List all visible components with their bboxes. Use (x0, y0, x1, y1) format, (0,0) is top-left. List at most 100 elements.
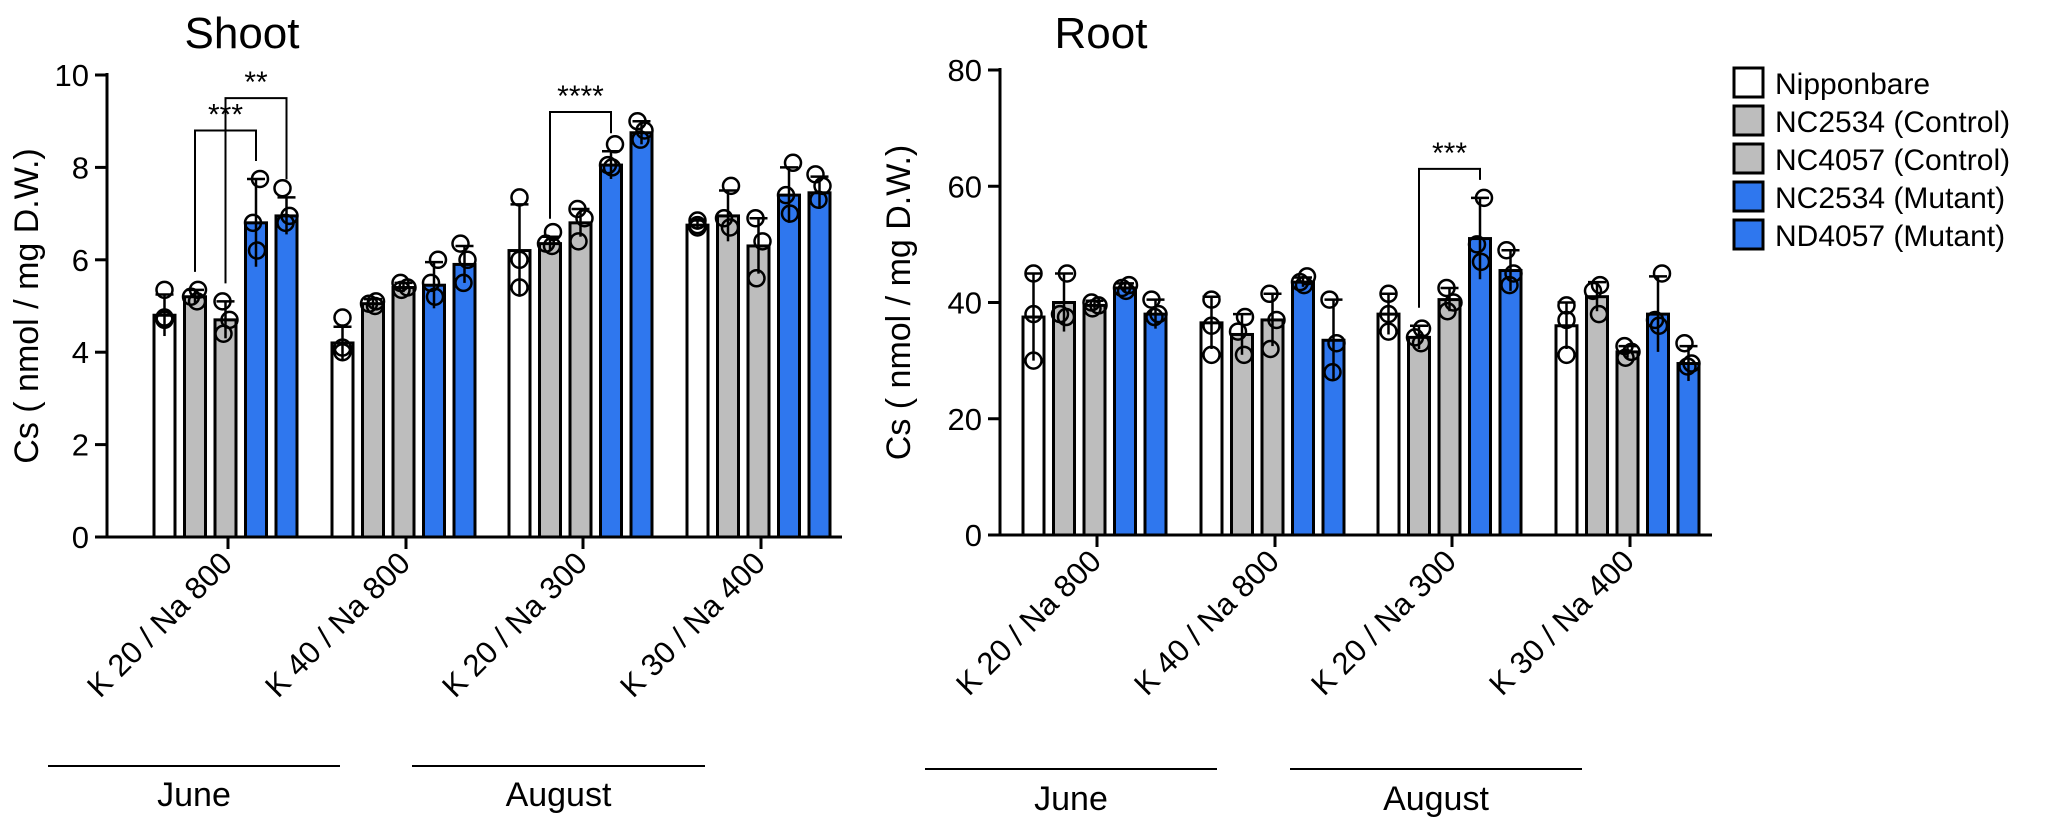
data-point (747, 269, 766, 288)
legend-swatch (1732, 104, 1765, 137)
data-point (1260, 284, 1279, 304)
legend-label: NC2534 (Control) (1775, 106, 2010, 139)
bar (716, 214, 740, 539)
data-point (569, 232, 588, 251)
chart-title: Shoot (185, 9, 300, 58)
data-point (1557, 296, 1576, 315)
data-point (1616, 348, 1635, 367)
root-panel: Root Cs ( nmol / mg D.W.) 0 20 40 60 80 K 20 / … (880, 9, 1712, 818)
legend-swatch (1732, 66, 1765, 99)
significance-bracket (224, 97, 288, 284)
month-label: June (157, 776, 231, 814)
data-point (1267, 310, 1286, 330)
data-point (187, 292, 207, 311)
data-point (454, 273, 473, 293)
y-tick-label: 8 (72, 150, 89, 185)
data-point (1500, 275, 1519, 295)
bar (538, 242, 562, 539)
data-point (780, 204, 800, 223)
data-point (1145, 307, 1164, 327)
bar (1468, 237, 1492, 537)
data-point (1379, 284, 1398, 304)
data-point (1261, 339, 1280, 359)
y-axis-label: Cs ( nmol / mg D.W.) (880, 145, 918, 460)
data-point (1622, 342, 1641, 362)
bar (1143, 312, 1168, 537)
data-point (631, 130, 650, 149)
bar (777, 193, 801, 539)
data-point (213, 292, 232, 311)
y-axis-label: Cs ( nmol / mg D.W.) (8, 148, 46, 463)
legend: Nipponbare NC2534 (Control) NC4057 (Contro… (1732, 66, 2010, 253)
data-point (1379, 322, 1398, 341)
data-point (1589, 304, 1609, 324)
data-point (458, 250, 477, 270)
x-tick-label: K 30 / Na 400 (613, 545, 772, 704)
y-tick-label: 2 (72, 428, 89, 463)
data-point (1327, 333, 1346, 353)
data-point (1202, 316, 1221, 335)
legend-label: NC2534 (Mutant) (1775, 182, 2005, 215)
data-point (155, 280, 174, 300)
data-point (1142, 290, 1161, 309)
bar (1052, 301, 1076, 537)
data-point (510, 278, 529, 297)
data-point (1411, 333, 1431, 353)
legend-label: ND4057 (Mutant) (1775, 220, 2005, 253)
y-tick-label: 0 (72, 520, 89, 555)
data-point (1649, 316, 1669, 335)
data-point (1678, 357, 1697, 376)
data-point (721, 176, 741, 196)
data-point (1294, 275, 1314, 295)
data-point (1024, 304, 1043, 324)
data-point (1056, 307, 1076, 327)
bar (152, 313, 177, 539)
data-point (1116, 281, 1136, 301)
data-point (1557, 310, 1576, 330)
data-point (155, 310, 174, 330)
data-point (688, 218, 707, 237)
y-tick-label: 60 (948, 169, 982, 204)
y-tick-label: 10 (55, 58, 89, 93)
y-tick-label: 20 (948, 402, 982, 437)
month-label: August (1383, 780, 1489, 818)
x-tick-label: K 40 / Na 800 (1127, 543, 1286, 702)
bar (1615, 350, 1640, 537)
data-point (451, 234, 470, 253)
data-point (1235, 307, 1255, 327)
data-point (392, 280, 411, 300)
x-tick-label: K 20 / Na 800 (949, 543, 1108, 702)
data-point (365, 296, 385, 316)
data-point (214, 324, 233, 343)
legend-label: Nipponbare (1775, 68, 1930, 101)
bar (1291, 280, 1315, 537)
bar (361, 302, 385, 539)
significance-bracket (1418, 167, 1481, 308)
data-point (1149, 304, 1168, 324)
data-point (1438, 301, 1457, 321)
data-point (809, 190, 828, 209)
data-point (1323, 363, 1342, 382)
bar (183, 295, 207, 539)
data-point (1024, 264, 1043, 283)
x-tick-label: K 40 / Na 800 (258, 545, 417, 704)
bar (1260, 318, 1285, 537)
data-point (1682, 354, 1701, 373)
data-point (602, 158, 622, 177)
bar (213, 318, 238, 539)
y-tick-label: 80 (948, 53, 982, 88)
data-point (1202, 345, 1221, 365)
data-point (1675, 333, 1694, 353)
bar (685, 223, 710, 539)
data-point (333, 308, 352, 327)
data-point (1202, 290, 1221, 309)
data-point (1471, 252, 1491, 272)
bar (1585, 295, 1609, 537)
bar (1230, 332, 1254, 537)
data-point (1467, 235, 1487, 254)
x-tick-label: K 20 / Na 300 (1304, 543, 1463, 702)
data-point (1583, 281, 1603, 301)
data-point (273, 178, 292, 198)
bar (599, 163, 623, 539)
